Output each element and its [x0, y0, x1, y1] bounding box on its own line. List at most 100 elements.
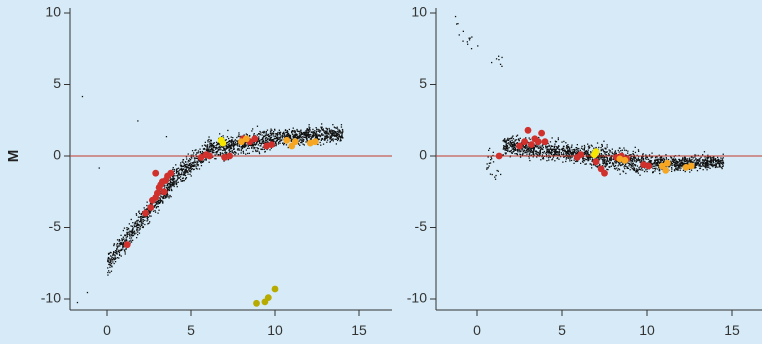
orange-point — [664, 159, 671, 167]
cloud-point — [240, 148, 242, 150]
cloud-point — [299, 137, 301, 139]
cloud-point — [527, 146, 529, 148]
cloud-point — [291, 139, 293, 141]
cloud-point — [702, 154, 704, 156]
cloud-point — [149, 215, 151, 217]
cloud-point — [516, 142, 519, 144]
cloud-point — [302, 143, 304, 145]
cloud-point — [283, 142, 286, 145]
cloud-point — [166, 185, 168, 187]
cloud-point — [514, 153, 516, 155]
cloud-point — [642, 154, 644, 156]
cloud-point — [584, 153, 586, 155]
cloud-point — [557, 157, 559, 159]
cloud-point — [277, 137, 279, 140]
cloud-point — [511, 148, 513, 150]
cloud-point — [219, 147, 221, 149]
cloud-point — [277, 143, 280, 145]
cloud-point — [519, 156, 522, 158]
cloud-point — [183, 173, 185, 175]
cloud-point — [271, 133, 273, 135]
cloud-point — [513, 143, 515, 145]
cloud-point — [648, 154, 651, 156]
cloud-point — [529, 138, 531, 141]
cloud-point — [122, 244, 124, 246]
cloud-point — [244, 144, 246, 146]
cloud-point — [563, 147, 565, 149]
cloud-point — [573, 148, 576, 151]
cloud-point — [587, 143, 589, 145]
cloud-point — [506, 145, 508, 147]
cloud-point — [113, 251, 115, 253]
cloud-point — [634, 164, 636, 166]
cloud-point — [558, 145, 560, 147]
cloud-point — [699, 167, 702, 169]
cloud-point — [661, 156, 663, 158]
red-point — [521, 138, 528, 146]
cloud-point — [677, 166, 679, 168]
cloud-point — [329, 136, 331, 139]
cloud-point — [172, 175, 174, 178]
cloud-point — [567, 150, 569, 152]
cloud-point — [541, 144, 544, 146]
cloud-point — [719, 160, 721, 162]
cloud-point — [646, 158, 648, 160]
cloud-point — [616, 167, 618, 169]
cloud-point — [568, 150, 571, 152]
cloud-point — [556, 157, 558, 160]
cloud-point — [682, 157, 684, 159]
cloud-point — [634, 151, 637, 154]
cloud-point — [113, 243, 116, 245]
cloud-point — [122, 245, 124, 247]
cloud-point — [139, 228, 141, 230]
cloud-point — [263, 130, 265, 133]
cloud-point — [194, 159, 196, 161]
cloud-point — [632, 169, 635, 171]
cloud-point — [146, 215, 148, 217]
cloud-point — [548, 145, 550, 148]
cloud-point — [657, 168, 659, 170]
cloud-point — [176, 179, 178, 181]
cloud-point — [656, 161, 659, 163]
cloud-point — [215, 148, 217, 150]
cloud-point — [324, 135, 326, 137]
cloud-point — [718, 165, 721, 168]
cloud-point — [185, 165, 187, 167]
cloud-point — [188, 168, 190, 170]
cloud-point — [545, 145, 547, 147]
cloud-point — [648, 161, 651, 163]
cloud-point — [333, 134, 336, 136]
cloud-point — [154, 204, 156, 206]
cloud-point — [717, 166, 719, 168]
cloud-point — [264, 151, 266, 153]
cloud-point — [222, 149, 224, 152]
cloud-point — [205, 149, 208, 151]
cloud-point — [116, 251, 118, 253]
cloud-point — [650, 160, 652, 163]
cloud-point — [131, 232, 134, 234]
cloud-point — [229, 145, 231, 147]
cloud-point — [590, 144, 592, 146]
cloud-point — [108, 257, 110, 260]
cloud-point — [524, 151, 526, 153]
cloud-point — [540, 148, 543, 150]
cloud-point — [651, 152, 653, 154]
cloud-point — [308, 131, 310, 133]
cloud-point — [136, 219, 138, 222]
cloud-point — [237, 145, 239, 147]
cloud-point — [705, 159, 707, 161]
cloud-point — [521, 147, 523, 150]
cloud-point — [224, 150, 226, 152]
cloud-point — [190, 168, 192, 170]
cloud-point — [144, 223, 146, 226]
cloud-point — [138, 211, 140, 213]
cloud-point — [587, 156, 589, 158]
cloud-point — [604, 165, 606, 167]
cloud-point — [234, 152, 237, 154]
cloud-point — [243, 134, 245, 136]
cloud-point — [197, 159, 200, 161]
cloud-point — [602, 149, 604, 152]
cloud-point — [711, 157, 713, 159]
cloud-point — [296, 128, 298, 131]
cloud-point — [341, 132, 343, 134]
